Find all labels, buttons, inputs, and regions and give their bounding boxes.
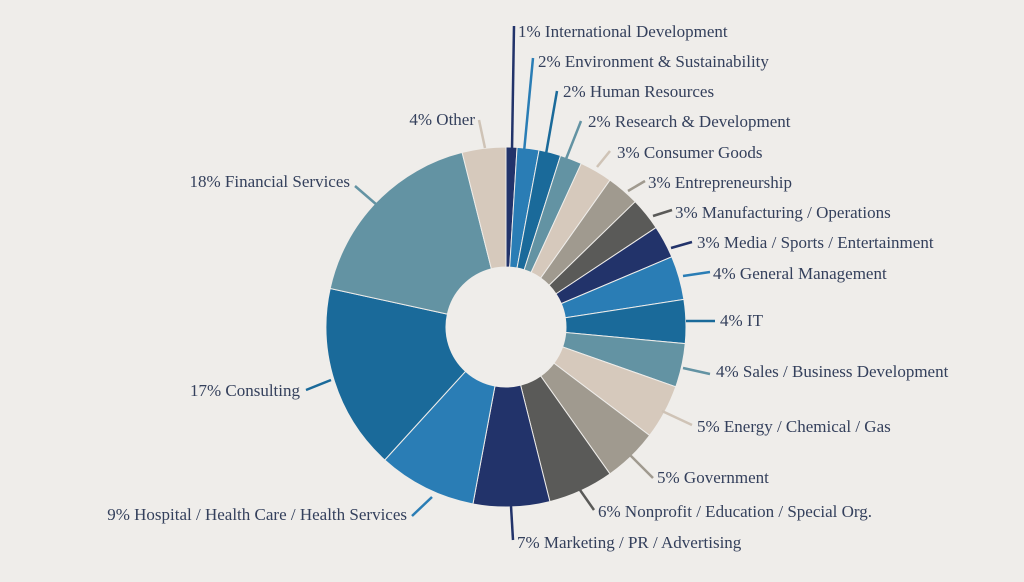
slice-label-14: 6% Nonprofit / Education / Special Org.	[598, 502, 872, 521]
slice-label-19: 4% Other	[409, 110, 475, 129]
leader-line-7	[652, 208, 673, 218]
donut-hole	[446, 267, 566, 387]
leader-line-5	[596, 150, 611, 168]
slice-label-18: 18% Financial Services	[189, 172, 350, 191]
slice-label-17: 17% Consulting	[190, 381, 301, 400]
leader-line-12	[661, 409, 693, 427]
leader-line-15	[509, 505, 515, 541]
slice-label-8: 3% Media / Sports / Entertainment	[697, 233, 934, 252]
slice-label-13: 5% Government	[657, 468, 769, 487]
slice-label-7: 3% Manufacturing / Operations	[675, 203, 891, 222]
leader-line-16	[411, 496, 433, 517]
leader-line-3	[544, 90, 559, 155]
slice-label-1: 1% International Development	[518, 22, 728, 41]
leader-line-18	[354, 185, 378, 206]
slice-label-11: 4% Sales / Business Development	[716, 362, 949, 381]
leader-line-6	[627, 179, 646, 193]
leader-line-1	[510, 25, 516, 151]
slice-label-6: 3% Entrepreneurship	[648, 173, 792, 192]
leader-line-4	[564, 120, 583, 160]
slice-label-10: 4% IT	[720, 311, 764, 330]
slice-label-9: 4% General Management	[713, 264, 887, 283]
slice-label-12: 5% Energy / Chemical / Gas	[697, 417, 891, 436]
slice-label-5: 3% Consumer Goods	[617, 143, 762, 162]
slice-label-2: 2% Environment & Sustainability	[538, 52, 769, 71]
slice-label-16: 9% Hospital / Health Care / Health Servi…	[107, 505, 407, 524]
leader-line-13	[629, 454, 654, 479]
leader-line-2	[522, 57, 535, 153]
leader-line-14	[578, 489, 596, 511]
leader-line-11	[682, 366, 711, 376]
slice-label-3: 2% Human Resources	[563, 82, 714, 101]
leader-line-9	[682, 270, 711, 278]
slice-label-15: 7% Marketing / PR / Advertising	[517, 533, 742, 552]
leader-line-17	[305, 378, 332, 392]
leader-line-8	[670, 240, 693, 250]
slice-label-4: 2% Research & Development	[588, 112, 791, 131]
leader-line-19	[477, 119, 487, 149]
